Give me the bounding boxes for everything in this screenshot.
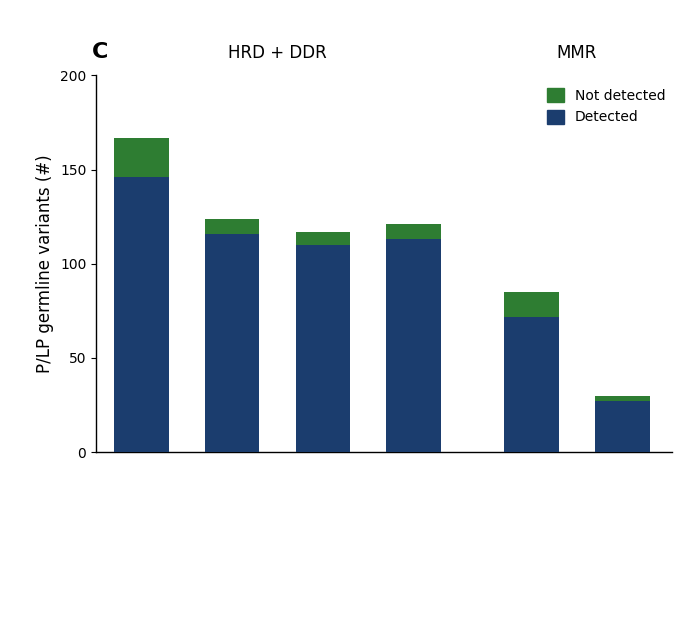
Bar <box>114 138 169 177</box>
Bar <box>386 224 441 239</box>
Legend: Not detected, Detected: Not detected, Detected <box>541 82 671 130</box>
Y-axis label: P/LP germline variants (#): P/LP germline variants (#) <box>36 154 54 373</box>
Bar <box>504 292 559 317</box>
Bar <box>595 396 650 401</box>
Bar <box>296 232 350 245</box>
Bar <box>114 177 169 452</box>
Bar <box>296 245 350 452</box>
Bar <box>205 234 259 452</box>
Text: HRD + DDR: HRD + DDR <box>228 44 327 62</box>
Text: C: C <box>91 42 108 62</box>
Text: MMR: MMR <box>557 44 598 62</box>
Bar <box>595 401 650 452</box>
Bar <box>386 239 441 452</box>
Bar <box>205 219 259 234</box>
Bar <box>504 317 559 452</box>
